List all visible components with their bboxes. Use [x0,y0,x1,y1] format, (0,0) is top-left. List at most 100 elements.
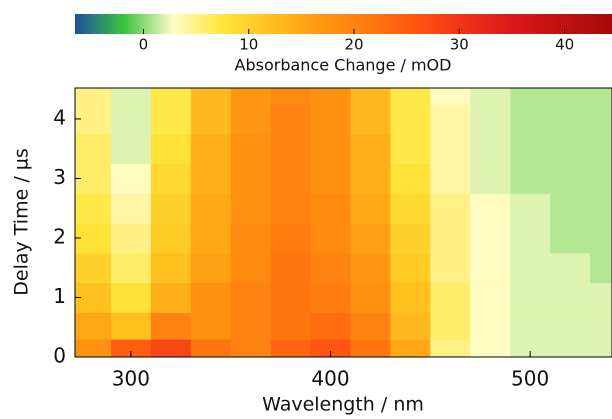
heat-cell [75,282,112,313]
heat-cell [110,193,152,224]
heat-cell [110,133,152,165]
heat-cell [470,223,511,254]
heat-cell [150,252,192,284]
heat-cell [230,252,272,284]
heat-cell [150,282,192,313]
heat-cell [110,88,152,105]
heat-cell [150,193,192,224]
heat-cell [270,312,312,340]
heat-cell [75,133,112,165]
heat-cell [550,163,591,194]
heat-cell [75,339,112,357]
heat-cell [430,104,471,135]
heat-cell [75,88,112,105]
heat-cell [590,163,612,194]
heat-cell [590,193,612,224]
heat-cell [390,223,431,254]
y-tick-label: 3 [53,165,66,189]
heat-cell [350,163,391,194]
heat-cell [75,252,112,284]
colorbar [75,14,612,34]
heat-cell [190,133,232,165]
heat-cell [310,104,351,135]
heat-cell [190,104,232,135]
heat-cell [230,193,272,224]
heat-cell [270,282,312,313]
heat-cell [390,88,431,105]
heat-cell [430,223,471,254]
heat-cell [590,104,612,135]
heat-cell [190,223,232,254]
heat-cell [350,312,391,340]
heat-cell [430,163,471,194]
heat-cell [310,282,351,313]
heat-cell [75,312,112,340]
heat-cell [150,339,192,357]
heat-cell [470,193,511,224]
heatmap [75,88,612,357]
heat-cell [510,223,551,254]
heat-cell [390,252,431,284]
heat-cell [230,282,272,313]
heat-cell [310,193,351,224]
colorbar-label: Absorbance Change / mOD [235,56,452,75]
heat-cell [75,163,112,194]
heat-cell [110,282,152,313]
x-tick-label: 500 [511,367,549,391]
heat-cell [270,339,312,357]
heat-cell [110,163,152,194]
heat-cell [110,252,152,284]
x-tick-label: 300 [112,367,150,391]
heat-cell [430,252,471,284]
heat-cell [270,88,312,105]
heat-cell [350,339,391,357]
heat-cell [190,193,232,224]
heat-cell [550,252,591,284]
y-tick-label: 2 [53,224,66,248]
heat-cell [550,133,591,165]
colorbar-tick-label: 30 [450,36,469,54]
heat-cell [590,282,612,313]
heat-cell [150,312,192,340]
heat-cell [510,163,551,194]
heat-cell [510,88,551,105]
heat-cell [430,312,471,340]
y-tick-label: 0 [53,344,66,368]
colorbar-tick-label: 20 [344,36,363,54]
colorbar-tick-label: 40 [555,36,574,54]
heat-cell [590,312,612,340]
heat-cell [190,339,232,357]
heat-cell [550,193,591,224]
heat-cell [150,133,192,165]
heat-cell [470,312,511,340]
heat-cell [310,252,351,284]
heat-cell [390,312,431,340]
heat-cell [390,339,431,357]
heat-cell [230,163,272,194]
heat-cell [590,223,612,254]
heat-cell [390,133,431,165]
heat-cell [550,104,591,135]
heat-cell [510,133,551,165]
heat-cell [75,223,112,254]
heat-cell [550,339,591,357]
x-axis-label: Wavelength / nm [262,394,424,416]
heat-cell [510,104,551,135]
heat-cell [310,312,351,340]
heat-cell [270,133,312,165]
heat-cell [110,223,152,254]
heat-cell [350,252,391,284]
heat-cell [390,163,431,194]
heat-cell [350,104,391,135]
heat-cell [390,282,431,313]
heat-cell [270,193,312,224]
x-tick-label: 400 [311,367,349,391]
heat-cell [150,223,192,254]
heat-cell [430,193,471,224]
heat-cell [390,193,431,224]
heat-cell [230,223,272,254]
heat-cell [470,339,511,357]
heat-cell [550,312,591,340]
heat-cell [550,223,591,254]
